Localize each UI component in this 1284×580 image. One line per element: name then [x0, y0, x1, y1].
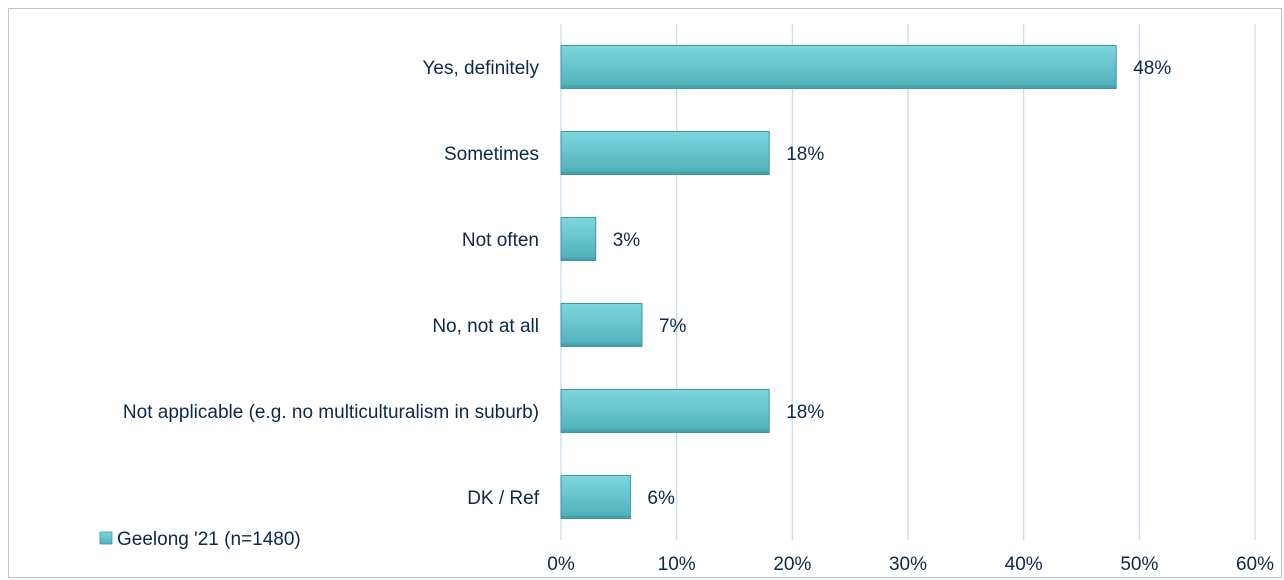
x-tick-label: 50% [1120, 554, 1158, 575]
bar [560, 475, 631, 519]
data-label: 7% [659, 316, 687, 337]
category-label: Not often [462, 230, 539, 251]
bar [560, 45, 1117, 89]
x-tick-label: 0% [547, 554, 575, 575]
bar [560, 217, 597, 261]
bar [560, 303, 643, 347]
x-tick-label: 20% [773, 554, 811, 575]
bars [560, 45, 1117, 519]
category-label: Yes, definitely [422, 58, 539, 79]
x-tick-label: 10% [658, 554, 696, 575]
legend: Geelong '21 (n=1480) [99, 529, 301, 550]
legend-swatch [99, 531, 113, 545]
data-label: 3% [613, 230, 641, 251]
category-label: DK / Ref [467, 488, 540, 509]
bar-shadow [561, 257, 596, 261]
chart-frame [8, 8, 1282, 578]
labels: 0% 10% 20% 30% 40% 50% 60% Yes, definitely 48% So… [123, 58, 1274, 575]
bar-shadow [561, 171, 770, 175]
data-label: 6% [647, 488, 675, 509]
data-label: 18% [786, 144, 824, 165]
x-tick-label: 30% [889, 554, 927, 575]
legend-label: Geelong '21 (n=1480) [117, 529, 301, 550]
bar [560, 131, 770, 175]
category-label: Not applicable (e.g. no multiculturalism… [123, 402, 539, 423]
bar-shadow [561, 343, 642, 347]
category-label: Sometimes [444, 144, 539, 165]
data-label: 48% [1133, 58, 1171, 79]
x-tick-label: 40% [1005, 554, 1043, 575]
gridlines [560, 24, 1256, 540]
bar [560, 389, 770, 433]
data-label: 18% [786, 402, 824, 423]
category-label: No, not at all [432, 316, 539, 337]
x-tick-label: 60% [1236, 554, 1274, 575]
bar-shadow [561, 85, 1117, 89]
bar-shadow [561, 429, 770, 433]
bar-shadow [561, 515, 631, 519]
